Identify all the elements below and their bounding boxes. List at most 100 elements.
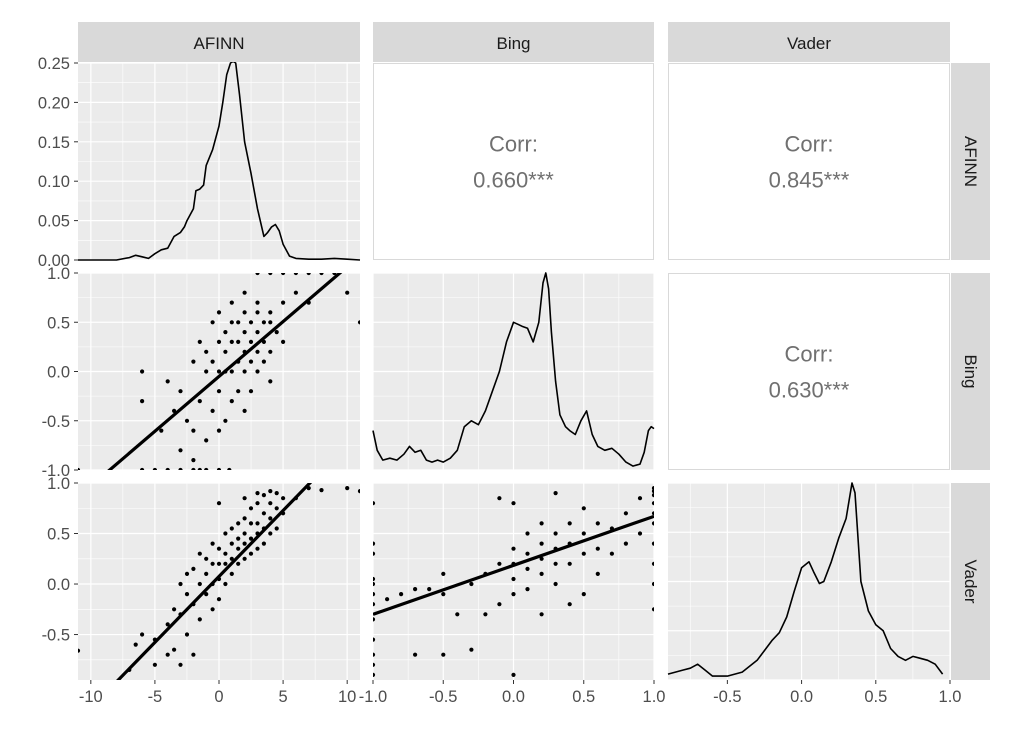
scatter-point (413, 652, 418, 657)
scatter-point (511, 672, 516, 678)
scatter-point (236, 521, 241, 526)
scatter-point (427, 587, 432, 592)
y-tick-label: 1.0 (47, 265, 70, 283)
regression-line (116, 483, 313, 680)
scatter-point (210, 607, 215, 612)
scatter-point (210, 541, 215, 546)
scatter-point (255, 369, 260, 374)
scatter-point (255, 521, 260, 526)
scatter-point (197, 581, 202, 587)
scatter-point (223, 418, 228, 423)
scatter-point (140, 399, 145, 404)
x-tick-label: 1.0 (643, 688, 666, 706)
scatter-point (210, 561, 215, 566)
scatter-point (236, 561, 241, 566)
scatter-point (78, 467, 81, 470)
scatter-point (319, 273, 324, 276)
scatter-point (651, 501, 654, 506)
scatter-point (469, 647, 474, 652)
scatter-point (261, 320, 266, 325)
scatter-point (441, 571, 446, 577)
scatter-point (581, 506, 586, 511)
scatter-point (567, 561, 572, 566)
scatter-point (248, 339, 254, 344)
scatter-point (152, 467, 157, 470)
scatter-point (159, 428, 164, 433)
scatter-point (191, 566, 196, 572)
scatter-point (191, 458, 196, 463)
scatter-point (229, 339, 234, 344)
y-tick-label: 0.00 (38, 252, 70, 270)
scatter-point (261, 493, 266, 498)
scatter-point (204, 556, 209, 561)
scatter-point (567, 602, 572, 607)
y-tick-label: 0.0 (47, 576, 70, 594)
density-panel-afinn (78, 60, 361, 261)
scatter-point (242, 408, 247, 413)
scatter-point (236, 389, 241, 394)
scatter-point (539, 521, 544, 526)
scatter-point (178, 467, 183, 470)
scatter-point (385, 597, 390, 602)
scatter-point (373, 541, 376, 546)
scatter-point (255, 273, 260, 276)
scatter-point (242, 290, 247, 295)
scatter-point (227, 467, 232, 470)
density-curve (372, 272, 655, 467)
strip-top-bing (373, 22, 654, 62)
x-tick-label: -0.5 (429, 688, 457, 706)
scatter-point (197, 467, 202, 470)
scatter-point (651, 541, 654, 546)
scatter-point (637, 496, 643, 501)
scatter-point (255, 546, 260, 551)
x-tick-label: 0.0 (502, 688, 525, 706)
scatter-point (242, 556, 247, 561)
scatter-point (651, 561, 654, 566)
scatter-point (373, 672, 376, 677)
scatter-point (248, 506, 254, 511)
scatter-point (184, 632, 190, 637)
scatter-point (609, 551, 615, 556)
corr-label: Corr: (785, 342, 834, 367)
scatter-point (229, 399, 234, 404)
scatter-point (373, 576, 376, 582)
scatter-point (178, 389, 183, 394)
x-tick-label: 0.5 (572, 688, 595, 706)
scatter-point (236, 339, 241, 344)
scatter-point (216, 467, 222, 470)
scatter-point (255, 491, 260, 496)
scatter-point (197, 551, 202, 556)
scatter-point (595, 521, 600, 526)
scatter-point (399, 592, 404, 597)
scatter-point (184, 418, 190, 423)
scatter-point (223, 581, 228, 587)
y-tick-label: 0.10 (38, 173, 70, 191)
scatter-point (248, 551, 254, 556)
density-panel-bing (372, 272, 655, 471)
corr-panel-border (373, 63, 654, 260)
scatter-point (373, 652, 376, 657)
corr-panel-border (668, 273, 950, 470)
scatter-point (204, 592, 209, 597)
y-tick-label: 0.05 (38, 213, 70, 231)
scatter-point (637, 531, 643, 536)
scatter-point (255, 330, 260, 335)
strip-right-bing (951, 273, 990, 470)
scatter-point (274, 526, 279, 531)
scatter-point (525, 531, 530, 536)
scatter-point (651, 581, 654, 587)
scatter-point (268, 320, 273, 325)
scatter-point (539, 556, 544, 561)
corr-panel-bing-vader: Corr: 0.630*** (668, 273, 950, 470)
scatter-point (539, 571, 544, 577)
scatter-point (229, 320, 234, 325)
y-tick-label: -1.0 (42, 462, 70, 480)
scatter-point (223, 349, 228, 354)
scatter-point (651, 511, 654, 516)
scatter-point (178, 581, 183, 587)
strip-right-label: Bing (961, 354, 980, 388)
scatter-point (223, 531, 228, 536)
scatter-point (178, 662, 183, 667)
scatter-point (373, 662, 376, 667)
scatter-point (255, 300, 260, 305)
